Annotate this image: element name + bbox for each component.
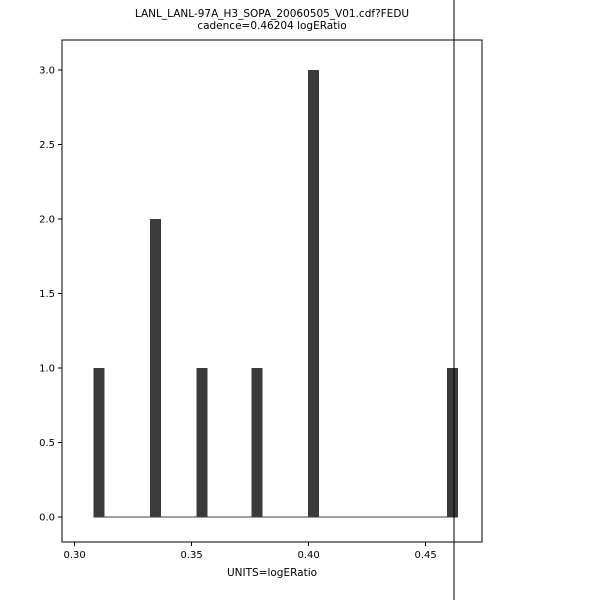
histogram-bar <box>196 367 208 517</box>
y-axis-tick-label: 2.0 <box>39 214 55 225</box>
x-axis-tick-label: 0.30 <box>64 550 86 561</box>
y-axis-tick-label: 1.0 <box>39 363 55 374</box>
plot-generated-layer: 0.30 0.35 0.40 0.45 0.0 0.5 1.0 1.5 2.0 2.5 3.0 <box>39 0 483 600</box>
histogram-bar <box>149 218 161 517</box>
histogram-bar <box>251 367 263 517</box>
x-axis-label: UNITS=logERatio <box>227 567 317 579</box>
histogram-bar <box>93 367 105 517</box>
histogram-bar <box>447 367 459 517</box>
plot-subtitle: cadence=0.46204 logERatio <box>197 20 346 32</box>
x-axis-tick-label: 0.35 <box>180 550 202 561</box>
x-axis-tick-label: 0.45 <box>414 550 436 561</box>
histogram-bar <box>307 69 319 517</box>
y-axis-tick-label: 0.0 <box>39 512 55 523</box>
plot-frame <box>61 39 483 543</box>
y-axis-tick-label: 0.5 <box>39 438 55 449</box>
y-axis-tick-label: 1.5 <box>39 289 55 300</box>
x-axis-tick-label: 0.40 <box>297 550 319 561</box>
plot-title: LANL_LANL-97A_H3_SOPA_20060505_V01.cdf?F… <box>135 8 409 20</box>
y-axis-tick-label: 2.5 <box>39 140 55 151</box>
y-axis-tick-label: 3.0 <box>39 65 55 76</box>
